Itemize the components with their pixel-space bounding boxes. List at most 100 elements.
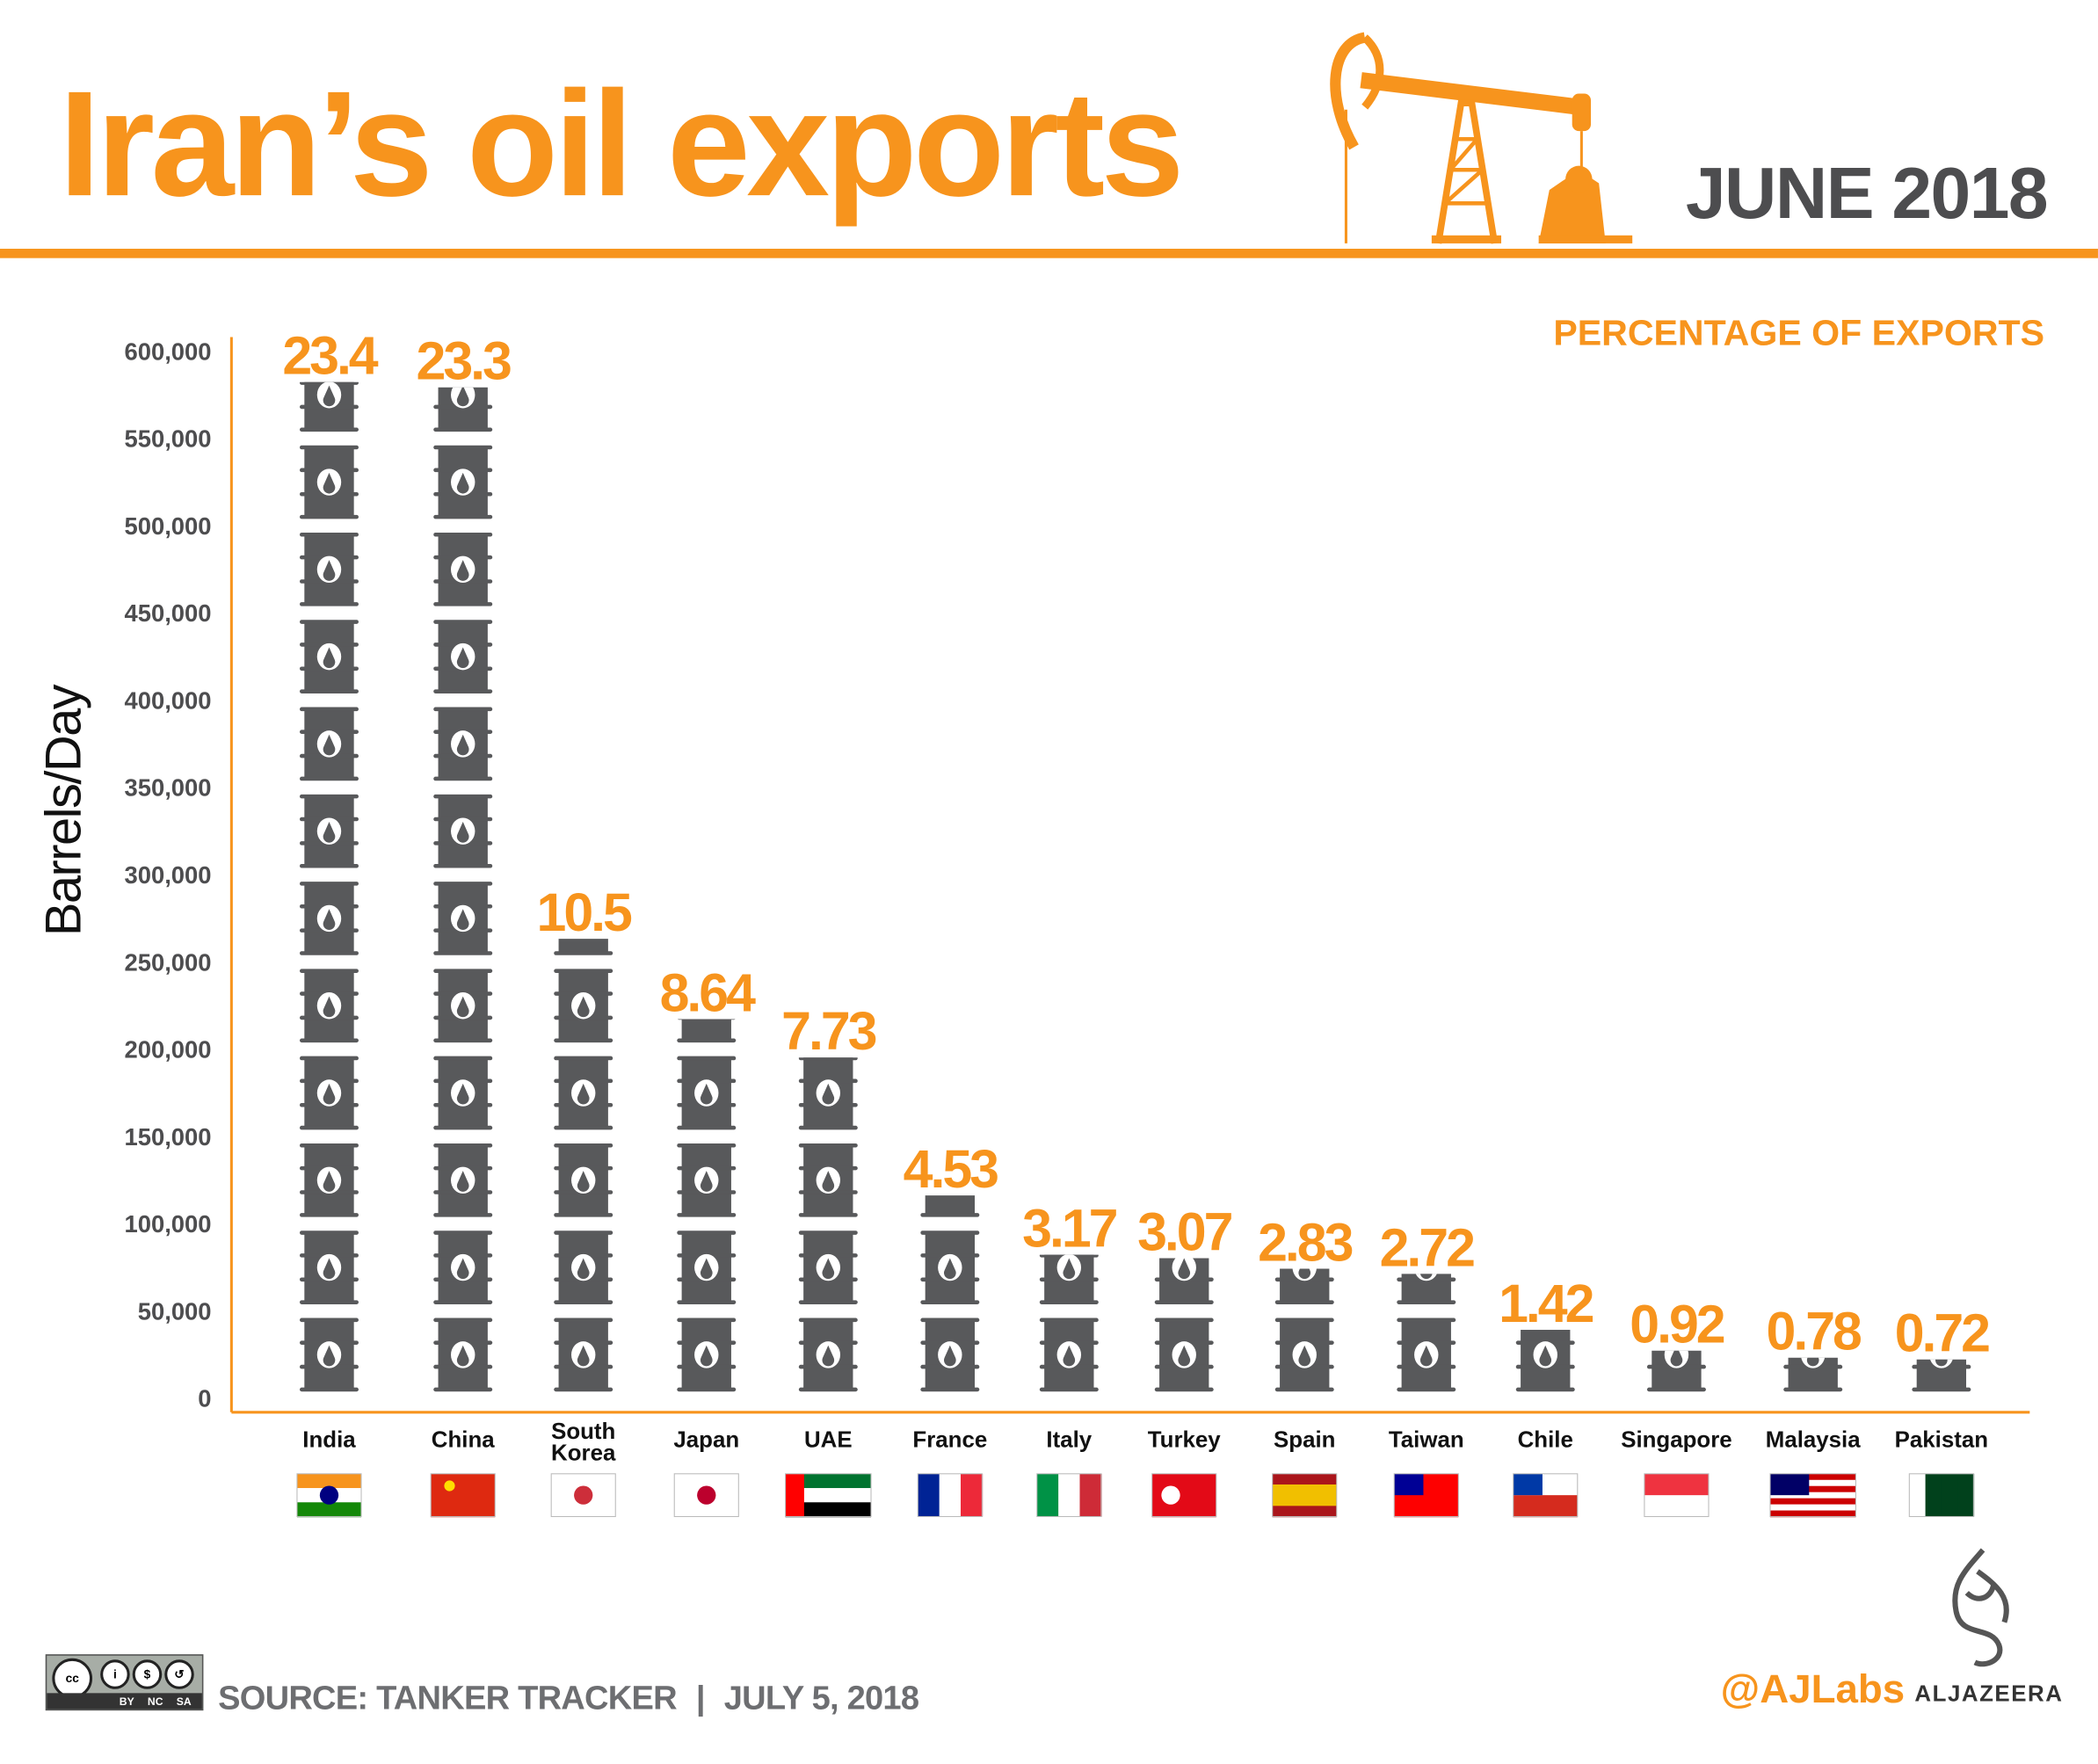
- oil-drop-icon: [1063, 1345, 1076, 1367]
- oil-drop-icon: [1298, 1268, 1311, 1280]
- oil-drop-icon: [1420, 1274, 1433, 1280]
- category-label: UAE: [804, 1427, 853, 1452]
- published-date: JULY 5, 2018: [723, 1680, 919, 1717]
- oil-drop-icon: [456, 909, 469, 930]
- license-nc: NC: [147, 1695, 163, 1708]
- y-tick-label: 400,000: [125, 686, 212, 714]
- oil-drop-icon: [1806, 1357, 1819, 1367]
- barrel-body: [681, 1019, 731, 1042]
- percent-label: 2.72: [1380, 1217, 1474, 1277]
- bar-italy: 3.17: [1022, 1198, 1120, 1392]
- barrel-stack: [1039, 1254, 1099, 1392]
- oil-drop-icon: [323, 1345, 336, 1367]
- y-tick-label: 450,000: [125, 599, 212, 627]
- category-label: Spain: [1274, 1427, 1335, 1452]
- oil-drop-icon: [822, 1083, 835, 1105]
- oil-drop-icon: [456, 1083, 469, 1105]
- oil-drop-icon: [1063, 1258, 1076, 1280]
- y-tick-label: 600,000: [125, 338, 212, 365]
- aljazeera-logo-icon: [1952, 1548, 2009, 1667]
- percent-label: 23.4: [282, 326, 378, 386]
- flag-pakistan: [1908, 1473, 1975, 1518]
- flag-china: [430, 1473, 496, 1518]
- oil-drop-icon: [1178, 1258, 1191, 1280]
- oil-drop-icon: [822, 1258, 835, 1280]
- y-tick-label: 250,000: [125, 948, 212, 976]
- percent-label: 23.3: [417, 331, 511, 391]
- bar-singapore: 0.92: [1630, 1295, 1727, 1392]
- oil-drop-icon: [577, 996, 590, 1018]
- category-label: Singapore: [1621, 1427, 1731, 1452]
- y-tick-label: 200,000: [125, 1036, 212, 1063]
- category-label: South Korea: [551, 1419, 616, 1465]
- oil-drop-icon: [700, 1345, 713, 1367]
- percent-label: 8.64: [660, 962, 756, 1022]
- oil-drop-icon: [1670, 1350, 1683, 1367]
- barrel-stack: [1783, 1357, 1843, 1392]
- category-label: India: [302, 1427, 356, 1452]
- oil-drop-icon: [456, 734, 469, 756]
- barrel-stack: [920, 1195, 980, 1392]
- cc-icon: cc: [52, 1658, 93, 1699]
- category-label: Taiwan: [1389, 1427, 1464, 1452]
- oil-drop-icon: [323, 472, 336, 494]
- license-by: BY: [119, 1695, 134, 1708]
- oil-drop-icon: [822, 1345, 835, 1367]
- y-tick-label: 50,000: [138, 1297, 212, 1325]
- flag-uae: [785, 1473, 872, 1518]
- separator: |: [695, 1680, 706, 1717]
- barrel-stack: [1274, 1268, 1334, 1392]
- oil-drop-icon: [1539, 1345, 1552, 1367]
- oil-drop-icon: [323, 909, 336, 930]
- category-label: Pakistan: [1895, 1427, 1988, 1452]
- oil-drop-icon: [700, 1083, 713, 1105]
- category-label: Malaysia: [1766, 1427, 1861, 1452]
- oil-drop-icon: [456, 822, 469, 843]
- by-icon: i: [100, 1659, 130, 1689]
- oil-drop-icon: [456, 1345, 469, 1367]
- bar-france: 4.53: [904, 1139, 1000, 1392]
- y-tick-label: 0: [198, 1385, 211, 1412]
- percent-label: 0.78: [1767, 1302, 1861, 1361]
- barrel-stack: [798, 1057, 858, 1392]
- oil-drop-icon: [822, 1171, 835, 1192]
- ajlabs-handle[interactable]: @AJLabs: [1720, 1667, 1906, 1712]
- bar-japan: 8.64: [660, 962, 759, 1392]
- category-label: China: [432, 1427, 495, 1452]
- oil-drop-icon: [577, 1345, 590, 1367]
- oil-drop-icon: [456, 1258, 469, 1280]
- bar-south-korea: 10.5: [537, 882, 635, 1392]
- category-label: France: [912, 1427, 987, 1452]
- percentage-heading: PERCENTAGE OF EXPORTS: [1553, 313, 2045, 353]
- flag-spain: [1272, 1473, 1338, 1518]
- oil-drop-icon: [323, 647, 336, 669]
- page-title: Iran’s oil exports: [58, 60, 1184, 228]
- barrel-stack: [1397, 1274, 1456, 1392]
- bar-turkey: 3.07: [1137, 1201, 1235, 1392]
- oil-drop-icon: [456, 560, 469, 581]
- y-tick-label: 500,000: [125, 512, 212, 540]
- barrel-stack: [1912, 1359, 1971, 1392]
- bar-malaysia: 0.78: [1767, 1302, 1863, 1392]
- percent-label: 1.42: [1499, 1274, 1593, 1333]
- barrel-stack: [554, 939, 613, 1392]
- nc-icon: $: [132, 1659, 163, 1689]
- oil-drop-icon: [1178, 1345, 1191, 1367]
- percent-label: 7.73: [781, 1001, 875, 1061]
- oil-drop-icon: [1298, 1345, 1311, 1367]
- bar-chile: 1.42: [1499, 1274, 1596, 1392]
- oil-drop-icon: [577, 1258, 590, 1280]
- oil-drop-icon: [323, 1171, 336, 1192]
- oil-drop-icon: [323, 822, 336, 843]
- barrel-body: [558, 939, 608, 955]
- bar-uae: 7.73: [781, 1001, 879, 1392]
- percent-label: 0.72: [1895, 1303, 1989, 1363]
- y-tick-label: 300,000: [125, 861, 212, 889]
- oil-drop-icon: [323, 1083, 336, 1105]
- percent-label: 4.53: [904, 1139, 998, 1199]
- report-month: JUNE 2018: [1685, 153, 2049, 235]
- header-divider: [0, 249, 2098, 258]
- y-tick-label: 550,000: [125, 425, 212, 453]
